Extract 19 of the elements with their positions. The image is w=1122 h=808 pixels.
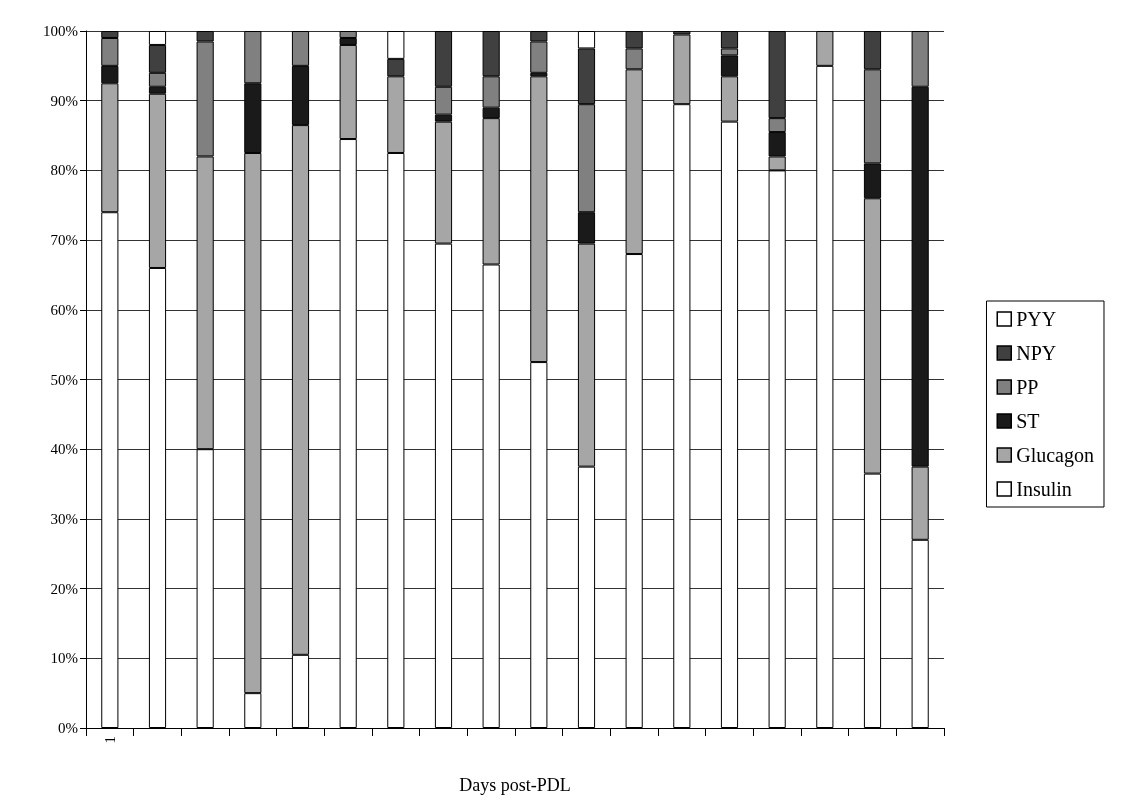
y-tick-label: 50%: [50, 371, 78, 388]
y-tick-label: 100%: [43, 23, 78, 39]
y-tick-label: 70%: [50, 232, 78, 249]
y-tick-label: 80%: [50, 162, 78, 179]
y-tick-label: 60%: [50, 301, 78, 318]
y-tick-label: 10%: [50, 650, 78, 667]
x-axis-title: Days post-PDL: [459, 775, 571, 795]
legend-label: Insulin: [1016, 478, 1072, 500]
x-tick-label: 1: [101, 736, 118, 744]
legend-label: ST: [1016, 410, 1040, 432]
legend-label: PYY: [1016, 308, 1057, 330]
legend-label: Glucagon: [1016, 444, 1095, 467]
y-tick-label: 30%: [50, 510, 78, 527]
y-tick-label: 90%: [50, 92, 78, 109]
legend-label: PP: [1016, 376, 1039, 398]
y-tick-label: 40%: [50, 441, 78, 458]
y-tick-label: 0%: [58, 720, 78, 736]
legend-label: NPY: [1016, 342, 1057, 364]
y-tick-label: 20%: [50, 580, 78, 597]
